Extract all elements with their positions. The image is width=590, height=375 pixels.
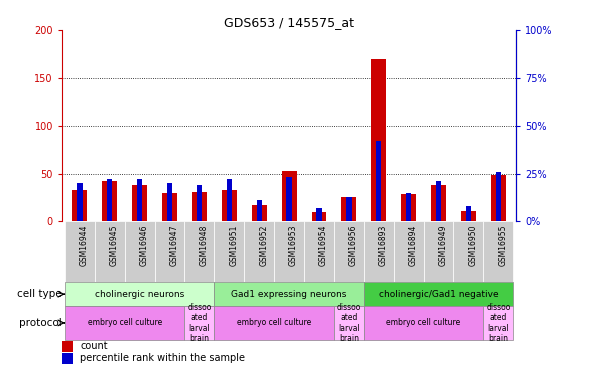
Bar xyxy=(461,211,476,222)
FancyBboxPatch shape xyxy=(214,282,364,306)
Bar xyxy=(431,185,446,222)
Bar xyxy=(496,172,501,222)
FancyBboxPatch shape xyxy=(65,282,214,306)
Text: Gad1 expressing neurons: Gad1 expressing neurons xyxy=(231,290,347,299)
Bar xyxy=(132,185,147,222)
Text: protocol: protocol xyxy=(19,318,61,328)
Text: GSM16894: GSM16894 xyxy=(409,225,418,266)
Bar xyxy=(162,193,177,222)
FancyBboxPatch shape xyxy=(185,306,214,339)
Text: dissoo
ated
larval
brain: dissoo ated larval brain xyxy=(187,303,212,343)
Bar xyxy=(436,181,441,222)
FancyBboxPatch shape xyxy=(185,222,214,282)
Bar xyxy=(62,353,73,364)
Text: cholinergic neurons: cholinergic neurons xyxy=(95,290,184,299)
Text: embryo cell culture: embryo cell culture xyxy=(386,318,461,327)
Text: GSM16950: GSM16950 xyxy=(468,225,477,266)
Bar xyxy=(167,183,172,222)
Text: GSM16951: GSM16951 xyxy=(230,225,238,266)
Text: GSM16954: GSM16954 xyxy=(319,225,328,266)
Text: GSM16947: GSM16947 xyxy=(169,225,179,266)
FancyBboxPatch shape xyxy=(454,222,483,282)
Bar xyxy=(371,59,386,222)
FancyBboxPatch shape xyxy=(334,306,364,339)
Bar xyxy=(192,192,207,222)
Bar xyxy=(62,341,73,352)
Text: GSM16955: GSM16955 xyxy=(499,225,507,266)
FancyBboxPatch shape xyxy=(364,222,394,282)
Text: dissoo
ated
larval
brain: dissoo ated larval brain xyxy=(337,303,361,343)
FancyBboxPatch shape xyxy=(364,306,483,339)
Bar xyxy=(107,179,113,222)
Bar xyxy=(252,205,267,222)
FancyBboxPatch shape xyxy=(124,222,155,282)
Bar xyxy=(77,183,83,222)
Text: GSM16946: GSM16946 xyxy=(140,225,149,266)
Bar xyxy=(196,185,202,222)
Bar xyxy=(281,171,297,222)
FancyBboxPatch shape xyxy=(214,306,334,339)
Bar xyxy=(491,176,506,222)
Bar xyxy=(257,200,262,222)
Bar xyxy=(406,193,411,222)
Text: GSM16952: GSM16952 xyxy=(259,225,268,266)
Bar xyxy=(286,177,292,222)
FancyBboxPatch shape xyxy=(483,306,513,339)
Text: count: count xyxy=(80,341,108,351)
Text: cell type: cell type xyxy=(17,289,61,299)
FancyBboxPatch shape xyxy=(394,222,424,282)
FancyBboxPatch shape xyxy=(304,222,334,282)
FancyBboxPatch shape xyxy=(244,222,274,282)
Bar xyxy=(222,190,237,222)
Text: GSM16953: GSM16953 xyxy=(289,225,298,266)
Text: GSM16949: GSM16949 xyxy=(438,225,448,266)
Text: GSM16893: GSM16893 xyxy=(379,225,388,266)
Text: GSM16948: GSM16948 xyxy=(199,225,208,266)
FancyBboxPatch shape xyxy=(95,222,124,282)
Bar xyxy=(466,206,471,222)
FancyBboxPatch shape xyxy=(364,282,513,306)
Bar xyxy=(227,179,232,222)
Bar xyxy=(346,196,352,222)
Text: GSM16945: GSM16945 xyxy=(110,225,119,266)
Bar xyxy=(73,190,87,222)
Bar xyxy=(376,141,382,222)
FancyBboxPatch shape xyxy=(65,222,95,282)
FancyBboxPatch shape xyxy=(65,306,185,339)
Text: dissoo
ated
larval
brain: dissoo ated larval brain xyxy=(486,303,510,343)
Bar xyxy=(102,181,117,222)
FancyBboxPatch shape xyxy=(214,222,244,282)
FancyBboxPatch shape xyxy=(274,222,304,282)
Bar xyxy=(401,194,416,222)
Text: cholinergic/Gad1 negative: cholinergic/Gad1 negative xyxy=(379,290,499,299)
Title: GDS653 / 145575_at: GDS653 / 145575_at xyxy=(224,16,354,29)
Text: embryo cell culture: embryo cell culture xyxy=(87,318,162,327)
FancyBboxPatch shape xyxy=(155,222,185,282)
Text: GSM16944: GSM16944 xyxy=(80,225,89,266)
Bar xyxy=(342,196,356,222)
Bar xyxy=(316,208,322,222)
Bar xyxy=(312,212,326,222)
FancyBboxPatch shape xyxy=(483,222,513,282)
FancyBboxPatch shape xyxy=(334,222,364,282)
Bar xyxy=(137,179,142,222)
FancyBboxPatch shape xyxy=(424,222,454,282)
Text: embryo cell culture: embryo cell culture xyxy=(237,318,312,327)
Text: GSM16956: GSM16956 xyxy=(349,225,358,266)
Text: percentile rank within the sample: percentile rank within the sample xyxy=(80,353,245,363)
